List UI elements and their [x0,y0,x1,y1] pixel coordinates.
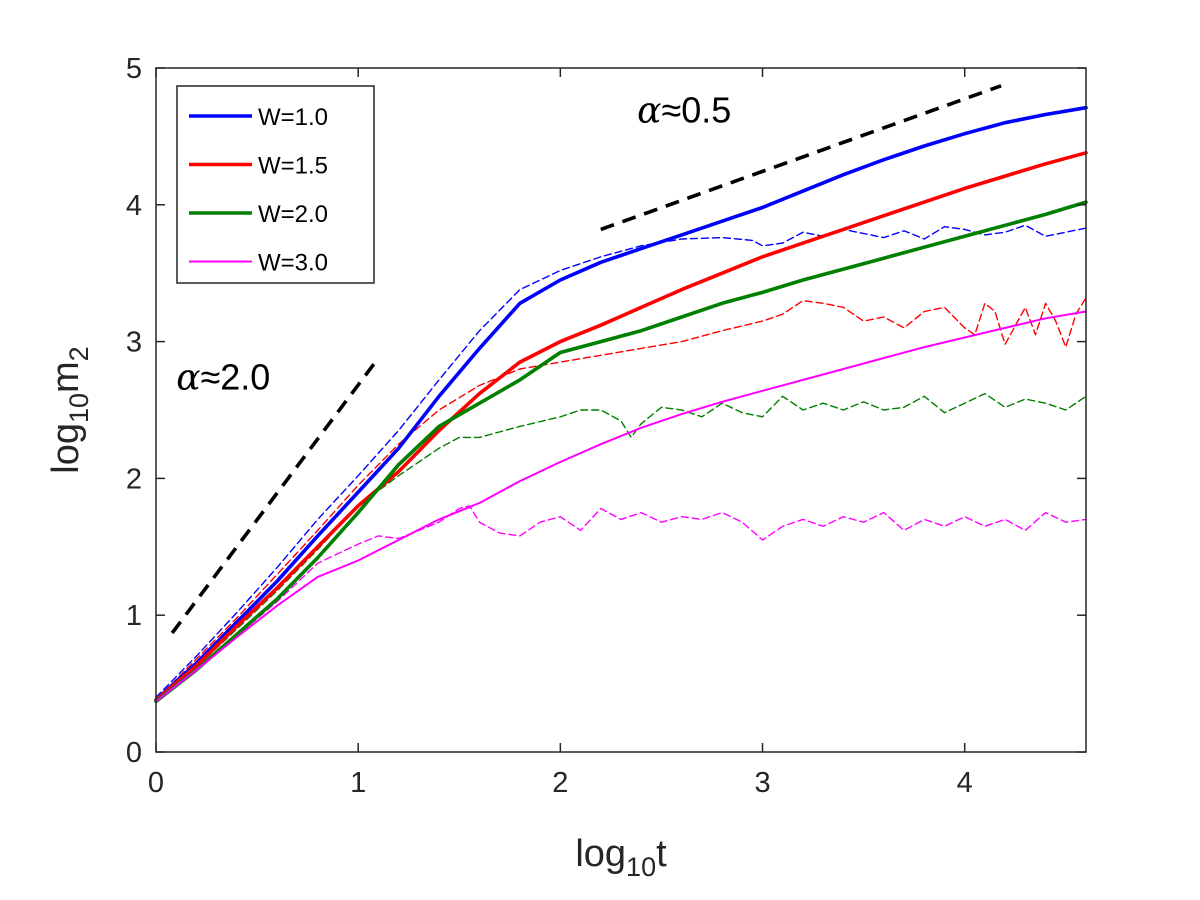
annotation-alpha-0.5: α≈0.5 [637,90,731,132]
series-line-w-1-5 [154,151,1088,702]
series-line-w-3-0 [155,310,1087,703]
legend: W=1.0 W=1.5 W=2.0 W=3.0 [176,85,375,284]
series-line-w-2-0-dashed [155,392,1087,701]
legend-label: W=3.0 [258,250,328,277]
series-layer [154,105,1088,704]
x-axis-label-part: t [656,833,667,875]
series-line-w-1-5-dashed [155,297,1087,701]
x-tick-label: 3 [754,767,770,799]
x-axis-label: log10t [575,833,667,882]
reference-lines [170,84,1002,635]
reference-line-slope-0.5 [600,84,1002,232]
y-tick-label: 3 [126,327,142,359]
y-axis-label: log10m2 [45,346,94,473]
y-axis-label-subscript: 10 [64,393,94,423]
series-line-w-3-0-dashed [155,505,1087,701]
y-axis-label-subscript: 2 [64,346,94,361]
x-axis-label-subscript: 10 [626,852,656,882]
x-tick-label: 4 [957,767,973,799]
legend-label: W=2.0 [258,201,328,228]
annotation-value: ≈2.0 [201,356,271,397]
axes-box [155,67,1087,753]
y-tick-label: 1 [126,600,142,632]
y-axis-label-part: m [45,361,87,393]
reference-line-slope-2 [170,356,380,635]
x-tick-label: 2 [552,767,568,799]
y-tick-label: 0 [126,737,142,769]
legend-label: W=1.0 [258,104,328,131]
x-axis-label-part: log [575,833,626,875]
x-tick-label: 1 [350,767,366,799]
y-tick-label: 4 [126,190,142,222]
annotation-value: ≈0.5 [661,90,731,131]
series-line-w-1-0 [154,105,1088,702]
axes: 0 1 2 3 4 0 1 2 3 4 5 [126,53,1087,799]
legend-label: W=1.5 [258,153,328,180]
legend-box [176,85,375,284]
y-tick-label: 5 [126,53,142,85]
x-tick-label: 0 [148,767,164,799]
annotations: α≈2.0α≈0.5 [176,90,731,399]
y-tick-label: 2 [126,463,142,495]
y-axis-label-part: log [45,423,87,474]
alpha-symbol: α [637,91,661,132]
alpha-symbol: α [176,357,200,398]
annotation-alpha-2: α≈2.0 [176,356,270,398]
series-line-w-2-0 [154,200,1088,704]
